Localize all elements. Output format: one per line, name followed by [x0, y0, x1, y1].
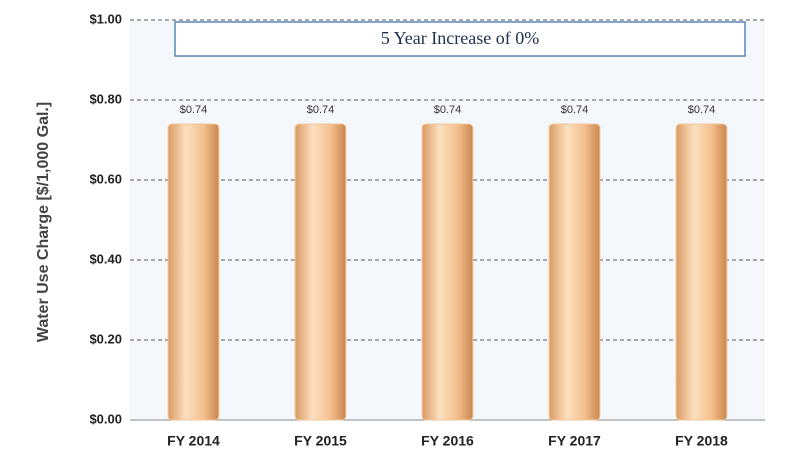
value-label: $0.74 [434, 104, 462, 116]
bar [675, 123, 728, 421]
y-tick-label: $1.00 [89, 11, 122, 26]
y-tick-label: $0.40 [89, 251, 122, 266]
annotation-box [174, 21, 746, 57]
value-label: $0.74 [307, 104, 335, 116]
x-tick-label: FY 2015 [294, 433, 347, 449]
value-label: $0.74 [561, 104, 589, 116]
y-tick-label: $0.60 [89, 171, 122, 186]
x-tick-label: FY 2016 [421, 433, 474, 449]
x-tick-label: FY 2017 [548, 433, 601, 449]
value-label: $0.74 [180, 104, 208, 116]
annotation: 5 Year Increase of 0% [381, 28, 539, 48]
x-tick-label: FY 2014 [167, 433, 220, 449]
bar [294, 123, 347, 421]
bar [167, 123, 220, 421]
y-tick-label: $0.00 [89, 411, 122, 426]
y-axis-title: Water Use Charge [$/1,000 Gal.] [35, 102, 52, 342]
bar [421, 123, 474, 421]
bar [548, 123, 601, 421]
value-label: $0.74 [688, 104, 716, 116]
x-tick-label: FY 2018 [675, 433, 728, 449]
y-tick-label: $0.80 [89, 91, 122, 106]
y-tick-label: $0.20 [89, 331, 122, 346]
